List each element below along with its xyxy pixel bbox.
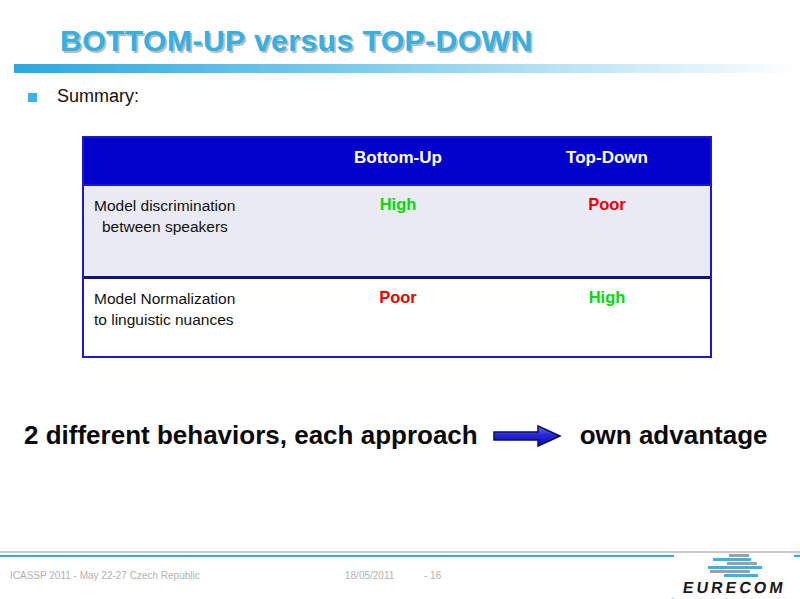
row-label-line1: Model Normalization bbox=[94, 288, 290, 309]
row-label-line2: to linguistic nuances bbox=[94, 309, 290, 330]
table-header-row: Bottom-Up Top-Down bbox=[84, 138, 710, 184]
eurecom-logo-bars-icon bbox=[706, 554, 762, 577]
row1-bottom-up-value: High bbox=[296, 186, 500, 276]
row-label: Model discrimination between speakers bbox=[84, 186, 296, 276]
row-label-line1: Model discrimination bbox=[94, 195, 290, 216]
logo-bar bbox=[727, 562, 757, 565]
right-arrow-icon bbox=[492, 424, 562, 448]
logo-bar bbox=[729, 554, 749, 557]
conclusion-statement: 2 different behaviors, each approach own… bbox=[24, 420, 800, 451]
row2-top-down-value: High bbox=[500, 279, 714, 356]
slide-title: BOTTOM-UP versus TOP-DOWN bbox=[60, 24, 533, 58]
row-label-line2: between speakers bbox=[94, 216, 290, 237]
title-divider-bar bbox=[14, 64, 800, 73]
logo-bar bbox=[724, 574, 758, 577]
bullet-square-icon bbox=[28, 93, 37, 102]
eurecom-logo: EURECOM S o p h i a A n t i p o l i s bbox=[674, 553, 794, 599]
header-top-down: Top-Down bbox=[500, 138, 714, 184]
summary-bullet-row: Summary: bbox=[28, 86, 139, 107]
row-label: Model Normalization to linguistic nuance… bbox=[84, 279, 296, 356]
row1-top-down-value: Poor bbox=[500, 186, 714, 276]
logo-bar bbox=[708, 566, 762, 569]
comparison-table: Bottom-Up Top-Down Model discrimination … bbox=[82, 136, 712, 358]
table-row: Model Normalization to linguistic nuance… bbox=[84, 276, 710, 356]
row2-bottom-up-value: Poor bbox=[296, 279, 500, 356]
summary-label: Summary: bbox=[57, 86, 139, 107]
logo-bar bbox=[710, 570, 750, 573]
logo-bar bbox=[713, 558, 751, 561]
footer-date: 18/05/2011 bbox=[345, 570, 394, 581]
statement-before-arrow: 2 different behaviors, each approach bbox=[24, 420, 478, 451]
header-bottom-up: Bottom-Up bbox=[296, 138, 500, 184]
header-empty-cell bbox=[84, 138, 296, 184]
footer-page-number: - 16 bbox=[424, 570, 441, 581]
table-row: Model discrimination between speakers Hi… bbox=[84, 184, 710, 276]
eurecom-logo-text: EURECOM bbox=[681, 579, 786, 596]
statement-after-arrow: own advantage bbox=[580, 420, 768, 451]
footer-conference-text: ICASSP 2011 - May 22-27 Czech Republic bbox=[10, 570, 200, 581]
